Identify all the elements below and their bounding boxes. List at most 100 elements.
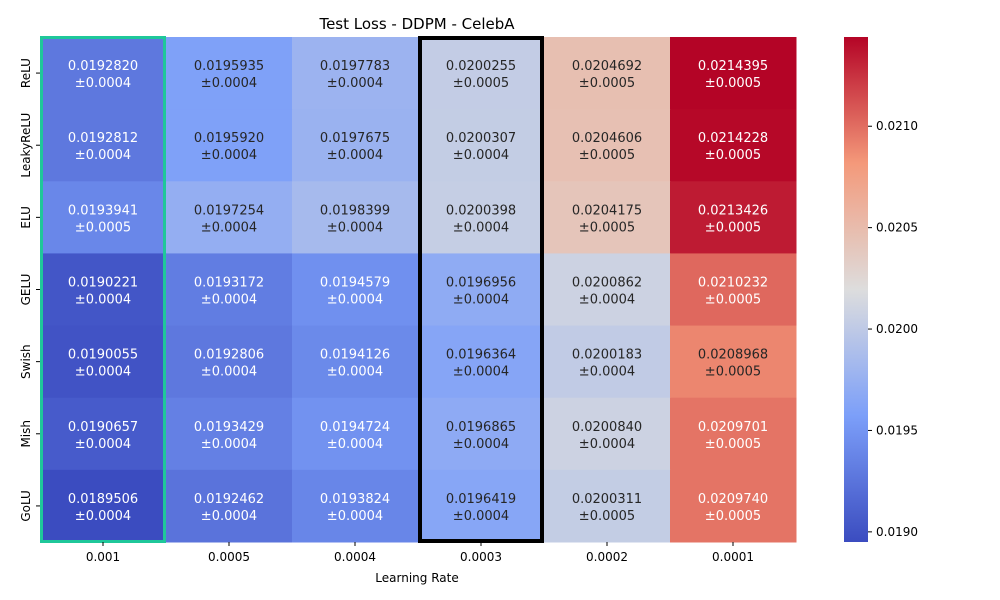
y-tick-label: GELU (19, 274, 33, 306)
cell-value-label: 0.0192820 (68, 59, 138, 74)
cell-value-label: 0.0209740 (698, 492, 768, 507)
cell-value-label: 0.0198399 (320, 203, 390, 218)
cell-value-label: 0.0209701 (698, 420, 768, 435)
heatmap-cell (418, 253, 545, 327)
heatmap-cell (292, 469, 419, 543)
cell-value-label: 0.0194724 (320, 420, 390, 435)
heatmap-cell (40, 253, 167, 327)
x-tick-labels: 0.001 0.0005 0.0004 0.0003 0.0002 0.0001 (86, 542, 754, 564)
heatmap-cell (670, 325, 797, 399)
cell-error-label: ±0.0004 (201, 220, 257, 235)
heatmap-cell (40, 469, 167, 543)
cell-error-label: ±0.0004 (75, 148, 131, 163)
colorbar-gradient (844, 37, 868, 542)
cell-error-label: ±0.0004 (453, 365, 509, 380)
cell-value-label: 0.0200307 (446, 131, 516, 146)
cell-error-label: ±0.0004 (453, 437, 509, 452)
cell-value-label: 0.0194126 (320, 348, 390, 363)
heatmap-cell (40, 325, 167, 399)
cell-error-label: ±0.0004 (453, 220, 509, 235)
cell-error-label: ±0.0005 (705, 365, 761, 380)
cell-error-label: ±0.0004 (579, 365, 635, 380)
heatmap-cell (292, 37, 419, 110)
cell-error-label: ±0.0004 (327, 365, 383, 380)
x-tick-label: 0.0003 (460, 550, 502, 564)
heatmap-cell (544, 325, 671, 399)
cell-value-label: 0.0196364 (446, 348, 516, 363)
cell-error-label: ±0.0004 (201, 148, 257, 163)
cell-error-label: ±0.0004 (327, 148, 383, 163)
cell-value-label: 0.0200255 (446, 59, 516, 74)
heatmap-cell (670, 253, 797, 327)
cell-error-label: ±0.0004 (327, 437, 383, 452)
cell-value-label: 0.0192462 (194, 492, 264, 507)
heatmap-cell (418, 181, 545, 254)
colorbar-tick-label: 0.0200 (876, 322, 918, 336)
cell-error-label: ±0.0005 (75, 220, 131, 235)
y-tick-label: LeakyReLU (19, 113, 33, 178)
cell-value-label: 0.0189506 (68, 492, 138, 507)
heatmap-cell (670, 469, 797, 543)
cell-error-label: ±0.0004 (201, 293, 257, 308)
heatmap-cell (670, 109, 797, 182)
colorbar: 0.0190 0.0195 0.0200 0.0205 0.0210 (844, 37, 918, 542)
y-tick-label: ELU (19, 206, 33, 228)
cell-error-label: ±0.0004 (75, 76, 131, 91)
heatmap-cell (544, 181, 671, 254)
cell-value-label: 0.0190221 (68, 276, 138, 291)
heatmap-cell (292, 181, 419, 254)
y-tick-label: Mish (19, 420, 33, 448)
cell-error-label: ±0.0004 (453, 509, 509, 524)
x-tick-label: 0.0005 (208, 550, 250, 564)
cell-value-label: 0.0193429 (194, 420, 264, 435)
heatmap-cell (544, 397, 671, 471)
heatmap-cell (292, 253, 419, 327)
column-highlight-box (40, 36, 166, 543)
cell-error-label: ±0.0005 (579, 148, 635, 163)
cell-error-label: ±0.0004 (75, 365, 131, 380)
cell-error-label: ±0.0005 (705, 148, 761, 163)
cell-error-label: ±0.0005 (579, 220, 635, 235)
cell-error-label: ±0.0005 (705, 437, 761, 452)
heatmap-cell (166, 37, 293, 110)
heatmap-cell (166, 181, 293, 254)
cell-error-label: ±0.0004 (327, 293, 383, 308)
colorbar-tick-label: 0.0210 (876, 119, 918, 133)
heatmap-cell (670, 37, 797, 110)
heatmap-cell (40, 37, 167, 110)
cell-value-label: 0.0204692 (572, 59, 642, 74)
cell-error-label: ±0.0004 (579, 293, 635, 308)
cell-value-label: 0.0213426 (698, 203, 768, 218)
cell-value-label: 0.0200311 (572, 492, 642, 507)
cell-error-label: ±0.0004 (579, 437, 635, 452)
colorbar-tick-label: 0.0205 (876, 221, 918, 235)
cell-error-label: ±0.0004 (201, 76, 257, 91)
cell-value-label: 0.0190657 (68, 420, 138, 435)
cell-value-label: 0.0195920 (194, 131, 264, 146)
cell-value-label: 0.0208968 (698, 348, 768, 363)
cell-value-label: 0.0194579 (320, 276, 390, 291)
cell-error-label: ±0.0004 (75, 293, 131, 308)
cell-error-label: ±0.0004 (201, 509, 257, 524)
cell-value-label: 0.0197675 (320, 131, 390, 146)
cell-error-label: ±0.0004 (327, 220, 383, 235)
colorbar-tick-label: 0.0190 (876, 525, 918, 539)
cell-value-label: 0.0214395 (698, 59, 768, 74)
cell-value-label: 0.0193941 (68, 203, 138, 218)
heatmap-cell (166, 469, 293, 543)
cell-error-label: ±0.0004 (327, 76, 383, 91)
cell-error-label: ±0.0005 (705, 293, 761, 308)
cell-value-label: 0.0200862 (572, 276, 642, 291)
heatmap-cell (166, 253, 293, 327)
heatmap-cell (670, 181, 797, 254)
heatmap-cell (544, 109, 671, 182)
heatmap-cell (544, 469, 671, 543)
cell-value-label: 0.0200183 (572, 348, 642, 363)
cell-value-label: 0.0196865 (446, 420, 516, 435)
heatmap-cell (292, 325, 419, 399)
heatmap-cell (418, 37, 545, 110)
cell-error-label: ±0.0005 (705, 76, 761, 91)
heatmap-cell (292, 397, 419, 471)
column-highlights (40, 36, 544, 543)
